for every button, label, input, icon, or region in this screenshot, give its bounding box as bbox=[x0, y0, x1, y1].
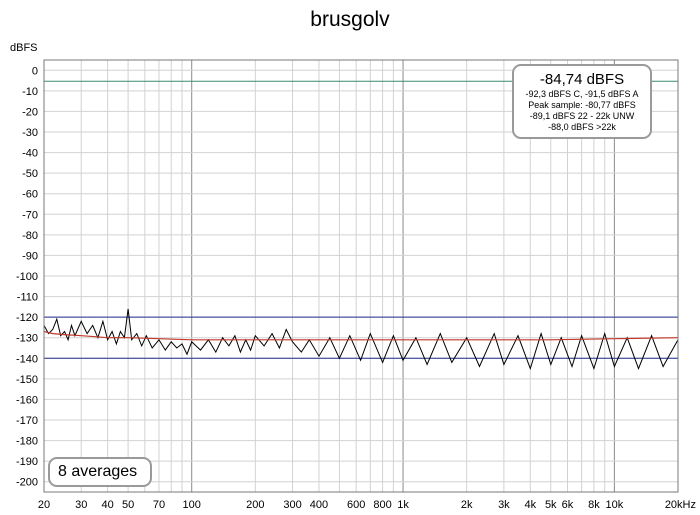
y-tick-label: -200 bbox=[16, 477, 38, 489]
y-tick-label: -140 bbox=[16, 353, 38, 365]
y-tick-label: -30 bbox=[22, 127, 38, 139]
level-readout-line: Peak sample: -80,77 dBFS bbox=[528, 100, 636, 110]
x-tick-label: 3k bbox=[498, 499, 510, 511]
level-readout-line: -92,3 dBFS C, -91,5 dBFS A bbox=[525, 89, 639, 99]
level-readout-main: -84,74 dBFS bbox=[539, 71, 625, 88]
y-tick-label: -110 bbox=[17, 292, 38, 304]
level-readout-box: -84,74 dBFS -92,3 dBFS C, -91,5 dBFS A P… bbox=[512, 64, 652, 139]
y-tick-label: -160 bbox=[16, 394, 38, 406]
y-tick-label: -190 bbox=[16, 456, 38, 468]
x-tick-label: 600 bbox=[347, 499, 365, 511]
series-layer bbox=[43, 308, 679, 371]
plot-frame bbox=[43, 59, 679, 493]
y-tick-labels: 0 -10 -20 -30 -40 -50 -60 -70 -80 -90 -100 -110 -120… bbox=[16, 65, 38, 488]
y-axis-label: dBFS bbox=[10, 42, 38, 54]
y-tick-label: -40 bbox=[22, 148, 38, 160]
y-tick-label: -50 bbox=[22, 168, 38, 180]
chart-title: brusgolv bbox=[310, 8, 390, 31]
y-tick-label: -60 bbox=[22, 189, 38, 201]
x-tick-label: 400 bbox=[310, 499, 328, 511]
x-tick-label: 50 bbox=[122, 499, 134, 511]
y-tick-label: -10 bbox=[22, 86, 38, 98]
y-tick-label: -90 bbox=[22, 250, 38, 262]
y-tick-label: -80 bbox=[22, 230, 38, 242]
x-tick-label: 6k bbox=[562, 499, 574, 511]
x-tick-label: 10k bbox=[606, 499, 624, 511]
x-tick-label: 4k bbox=[524, 499, 536, 511]
y-tick-label: -130 bbox=[16, 333, 38, 345]
y-tick-label: -100 bbox=[16, 271, 38, 283]
y-tick-label: -180 bbox=[16, 436, 38, 448]
y-tick-label: -20 bbox=[22, 106, 38, 118]
y-tick-label: -170 bbox=[16, 415, 38, 427]
y-tick-label: -120 bbox=[16, 312, 38, 324]
x-tick-label: 1k bbox=[397, 499, 409, 511]
x-tick-label: 2k bbox=[461, 499, 473, 511]
x-tick-label: 40 bbox=[101, 499, 113, 511]
x-tick-label: 800 bbox=[373, 499, 391, 511]
noise-spectrum-line bbox=[43, 308, 679, 371]
x-tick-label: 8k bbox=[588, 499, 600, 511]
x-tick-label: 70 bbox=[153, 499, 165, 511]
x-tick-label: 200 bbox=[246, 499, 264, 511]
x-tick-label: 300 bbox=[283, 499, 301, 511]
x-tick-label: 20 bbox=[38, 499, 50, 511]
averages-badge: 8 averages bbox=[48, 457, 152, 487]
y-tick-label: 0 bbox=[32, 65, 38, 77]
x-tick-label: 100 bbox=[183, 499, 201, 511]
x-tick-label: 30 bbox=[75, 499, 87, 511]
x-tick-labels: 20 30 40 50 70 100 200 300 400 600 800 1k 2k 3k 4k 5k 6k… bbox=[38, 499, 696, 511]
y-tick-label: -150 bbox=[16, 374, 38, 386]
level-readout-line: -88,0 dBFS >22k bbox=[548, 122, 616, 132]
level-readout-line: -89,1 dBFS 22 - 22k UNW bbox=[529, 111, 635, 121]
x-tick-label: 5k bbox=[545, 499, 557, 511]
y-tick-label: -70 bbox=[22, 209, 38, 221]
x-tick-label: 20kHz bbox=[665, 499, 696, 511]
average-spectrum-line bbox=[43, 330, 679, 341]
